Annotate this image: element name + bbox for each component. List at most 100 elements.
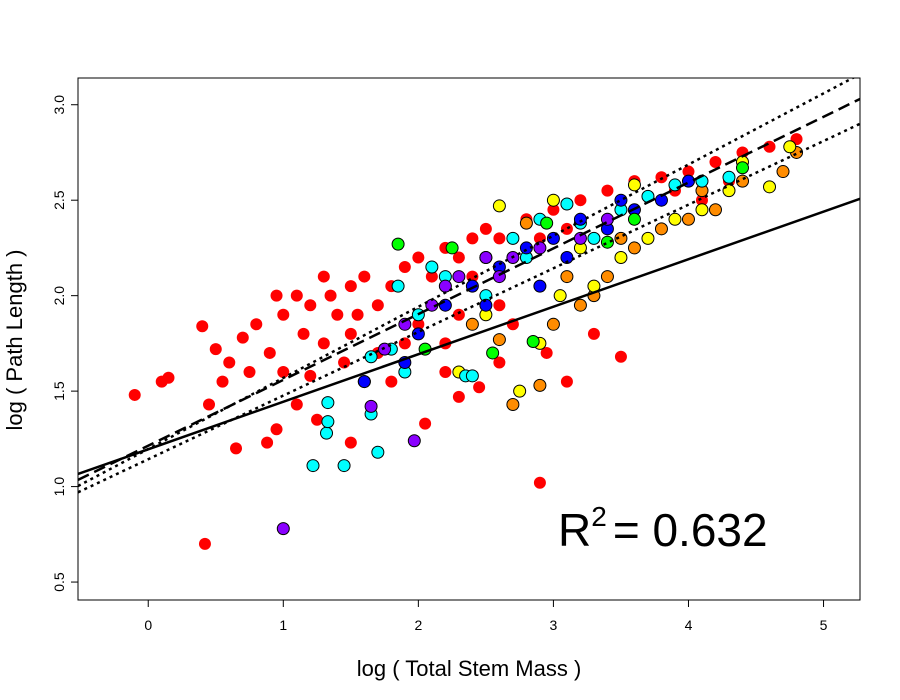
x-tick-label: 5 (820, 617, 828, 633)
point (465, 317, 479, 331)
point (364, 399, 378, 413)
point (479, 298, 493, 312)
point (320, 426, 334, 440)
point (321, 415, 335, 429)
y-axis-label: log ( Path Length ) (2, 249, 27, 430)
x-axis-label: log ( Total Stem Mass ) (357, 656, 582, 681)
point (445, 241, 459, 255)
point (317, 270, 330, 283)
point (452, 251, 465, 264)
fit-line (78, 197, 860, 476)
point (216, 375, 229, 388)
point (344, 436, 357, 449)
point (321, 396, 335, 410)
point (695, 194, 708, 207)
point (695, 203, 709, 217)
point (533, 279, 547, 293)
point (735, 161, 749, 175)
point (587, 327, 600, 340)
point (479, 222, 492, 235)
point (600, 270, 614, 284)
point (407, 434, 421, 448)
point (466, 232, 479, 245)
point (654, 193, 668, 207)
point (198, 537, 211, 550)
point (371, 445, 385, 459)
point (560, 197, 574, 211)
plot-area (78, 78, 860, 550)
point (425, 270, 438, 283)
point (473, 381, 486, 394)
point (128, 388, 141, 401)
point (337, 459, 351, 473)
point (311, 413, 324, 426)
point (465, 369, 479, 383)
point (668, 212, 682, 226)
y-tick-label: 0.5 (51, 572, 67, 592)
fit-line (78, 78, 856, 488)
point (338, 356, 351, 369)
y-tick-label: 1.5 (51, 381, 67, 401)
point (540, 346, 553, 359)
x-tick-label: 1 (279, 617, 287, 633)
point (668, 178, 682, 192)
point (479, 250, 493, 264)
point (317, 337, 330, 350)
point (438, 279, 452, 293)
point (270, 423, 283, 436)
point (439, 366, 452, 379)
y-tick-label: 1.0 (51, 477, 67, 497)
point (513, 384, 527, 398)
point (162, 371, 175, 384)
point (425, 260, 439, 274)
point (304, 369, 317, 382)
annotation-text: = 0.632 (613, 504, 768, 556)
point (519, 216, 533, 230)
point (277, 366, 290, 379)
point (533, 476, 546, 489)
point (486, 346, 500, 360)
point (209, 343, 222, 356)
point (419, 417, 432, 430)
point (492, 199, 506, 213)
point (276, 522, 290, 536)
y-tick-label: 3.0 (51, 95, 67, 115)
point (412, 251, 425, 264)
x-tick-label: 0 (144, 617, 152, 633)
point (391, 237, 405, 251)
point (493, 232, 506, 245)
point (398, 261, 411, 274)
point (290, 289, 303, 302)
point (776, 165, 790, 179)
point (533, 378, 547, 392)
point (357, 375, 371, 389)
point (722, 170, 736, 184)
point (324, 289, 337, 302)
point (627, 178, 641, 192)
point (601, 184, 614, 197)
annotation-base: R (558, 504, 591, 556)
point (250, 318, 263, 331)
point (763, 140, 776, 153)
point (385, 375, 398, 388)
point (506, 397, 520, 411)
point (526, 334, 540, 348)
annotation-sup: 2 (591, 501, 607, 532)
point (364, 350, 378, 364)
fit-line (78, 97, 860, 482)
point (587, 231, 601, 245)
point (452, 270, 466, 284)
point (261, 436, 274, 449)
point (573, 212, 587, 226)
point (306, 459, 320, 473)
x-tick-label: 3 (550, 617, 558, 633)
point (614, 250, 628, 264)
point (344, 280, 357, 293)
point (230, 442, 243, 455)
point (547, 203, 560, 216)
point (452, 390, 465, 403)
point (351, 308, 364, 321)
point (452, 308, 465, 321)
point (574, 194, 587, 207)
